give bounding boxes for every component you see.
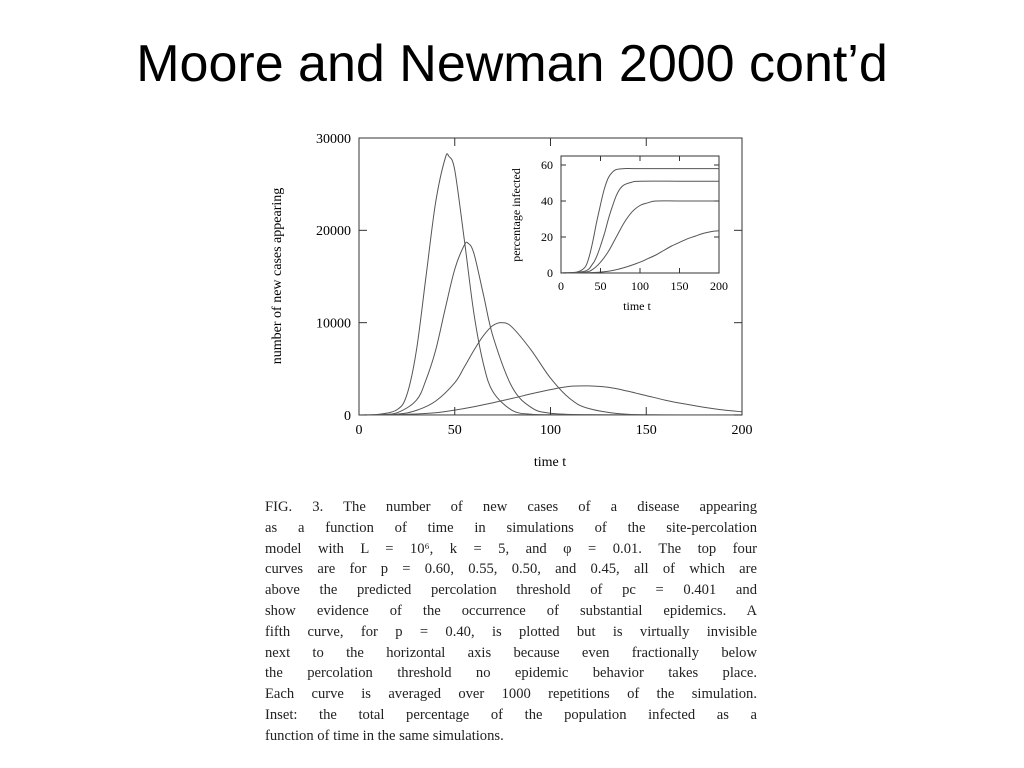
inset-curves	[560, 168, 720, 274]
inset-x-tick-label: 150	[671, 279, 689, 293]
main-x-tick-label: 0	[356, 423, 363, 438]
main-x-axis-label: time t	[534, 455, 566, 470]
main-x-tick-label: 150	[636, 423, 657, 438]
main-y-tick-label: 0	[344, 409, 351, 424]
inset-y-axis-label: percentage infected	[509, 168, 523, 262]
inset-x-tick-label: 200	[710, 279, 728, 293]
caption-line: curves are for p = 0.60, 0.55, 0.50, and…	[265, 561, 757, 578]
inset-x-tick-label: 50	[595, 279, 607, 293]
caption-line: above the predicted percolation threshol…	[265, 582, 757, 599]
main-x-tick-label: 50	[448, 423, 462, 438]
inset-series-line-1	[560, 168, 719, 274]
slide-title: Moore and Newman 2000 cont’d	[136, 35, 888, 93]
inset-y-tick-label: 40	[541, 194, 553, 208]
main-y-tick-label: 10000	[316, 317, 351, 332]
inset-x-axis-label: time t	[623, 299, 651, 313]
inset-plot-background	[561, 156, 719, 273]
caption-line: as a function of time in simulations of …	[265, 519, 757, 536]
caption-line: FIG. 3. The number of new cases of a dis…	[265, 499, 757, 515]
inset-y-tick-label: 0	[547, 266, 553, 280]
inset-x-tick-label: 100	[631, 279, 649, 293]
caption-line: Inset: the total percentage of the popul…	[265, 706, 757, 723]
inset-chart: 0 50 100 150 200 0 20 40 60 time t percentage in…	[509, 155, 728, 313]
main-y-axis-label: number of new cases appearing	[270, 188, 285, 364]
main-x-tick-label: 200	[732, 423, 753, 438]
caption-line: model with L = 10⁶, k = 5, and φ = 0.01.…	[265, 540, 757, 557]
inset-series-line-3	[560, 200, 719, 274]
main-series-line-2	[358, 241, 742, 416]
caption-line: function of time in the same simulations…	[265, 727, 504, 744]
caption-line: Each curve is averaged over 1000 repetit…	[265, 686, 757, 703]
inset-series-line-4	[560, 230, 720, 274]
caption-line: fifth curve, for p = 0.40, is plotted bu…	[265, 623, 757, 640]
inset-y-tick-label: 60	[541, 158, 553, 172]
main-y-tick-label: 30000	[316, 132, 351, 147]
caption-line: next to the horizontal axis because even…	[265, 644, 757, 661]
inset-ticks: 0 50 100 150 200 0 20 40 60	[541, 156, 728, 293]
main-series-line-3	[358, 322, 743, 416]
inset-y-tick-label: 20	[541, 230, 553, 244]
caption-line: show evidence of the occurrence of subst…	[265, 602, 757, 619]
main-x-tick-label: 100	[540, 423, 561, 438]
main-series-line-4	[358, 385, 743, 416]
inset-x-tick-label: 0	[558, 279, 564, 293]
main-y-tick-label: 20000	[316, 224, 351, 239]
figure-caption: FIG. 3. The number of new cases of a dis…	[265, 497, 757, 747]
inset-series-line-2	[560, 180, 719, 274]
caption-line: the percolation threshold no epidemic be…	[265, 665, 757, 682]
